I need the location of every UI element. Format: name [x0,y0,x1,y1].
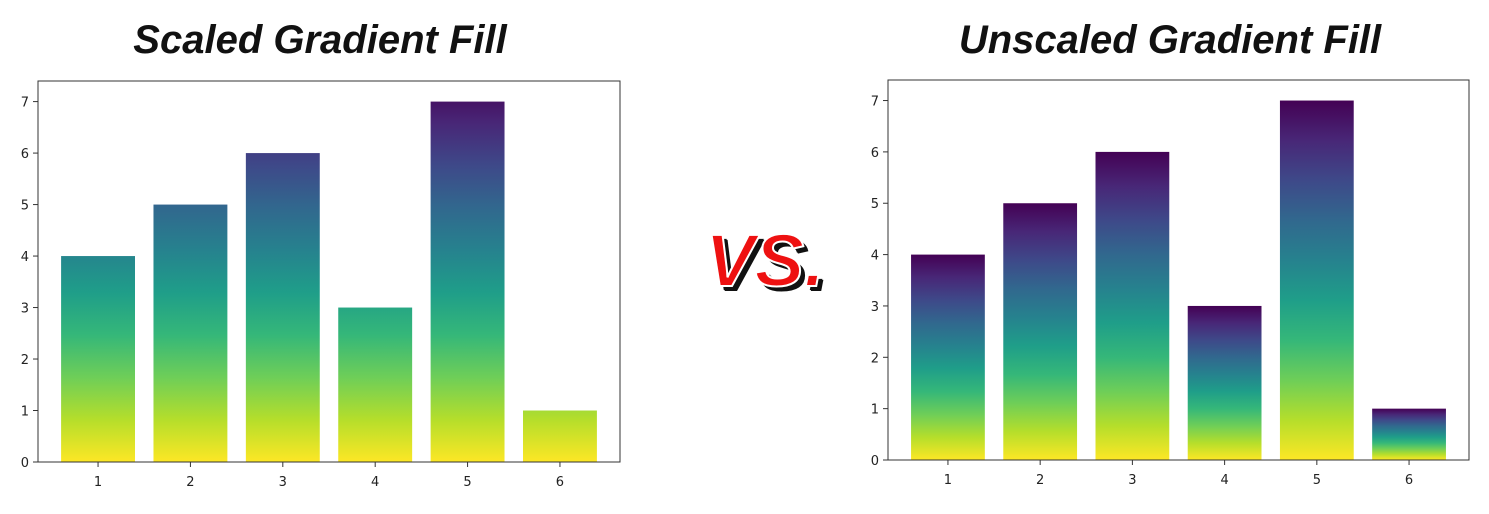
y-tick-label: 0 [21,456,29,471]
bar-3 [245,153,320,462]
x-tick-label: 2 [186,475,194,490]
x-tick-label: 5 [463,475,471,490]
bar-6 [523,410,597,462]
bar-6 [1372,408,1446,460]
bar-4 [1187,305,1262,460]
bar-4 [338,307,413,462]
bar-5 [1279,100,1354,461]
y-tick-label: 5 [871,197,879,212]
y-tick-label: 4 [21,250,29,265]
y-tick-label: 6 [21,147,29,162]
y-tick-label: 4 [871,249,879,264]
axes-frame [37,80,621,463]
x-tick-label: 4 [1220,473,1228,488]
bar-1 [61,256,135,462]
x-tick-label: 1 [944,473,952,488]
bar-1 [911,254,985,460]
axes-frame [887,79,1470,461]
scaled-gradient-bar-chart: 0 1 2 3 4 5 6 7 1 2 3 4 5 6 [21,80,621,490]
x-tick-label: 6 [556,475,564,490]
unscaled-gradient-bar-chart: 0 1 2 3 4 5 6 7 1 2 3 4 5 6 [871,79,1470,488]
y-tick-label: 2 [21,353,29,368]
scaled-chart-title: Scaled Gradient Fill [133,18,507,62]
x-tick-label: 3 [279,475,287,490]
x-tick-label: 2 [1036,473,1044,488]
unscaled-chart-title: Unscaled Gradient Fill [958,18,1382,62]
bar-2 [1003,203,1078,461]
x-tick-label: 3 [1128,473,1136,488]
y-tick-label: 1 [871,403,879,418]
bar-5 [430,101,505,462]
y-tick-label: 1 [21,405,29,420]
x-tick-label: 1 [94,475,102,490]
y-tick-label: 6 [871,146,879,161]
versus-label: VS. [704,218,825,303]
y-tick-label: 7 [871,95,879,110]
y-tick-label: 2 [871,351,879,366]
x-tick-label: 5 [1313,473,1321,488]
bar-2 [153,204,228,462]
y-tick-label: 3 [21,302,29,317]
x-tick-label: 4 [371,475,379,490]
y-tick-label: 0 [871,454,879,469]
y-tick-label: 3 [871,300,879,315]
x-tick-label: 6 [1405,473,1413,488]
y-tick-label: 5 [21,199,29,214]
y-tick-label: 7 [21,96,29,111]
bar-3 [1095,151,1170,460]
